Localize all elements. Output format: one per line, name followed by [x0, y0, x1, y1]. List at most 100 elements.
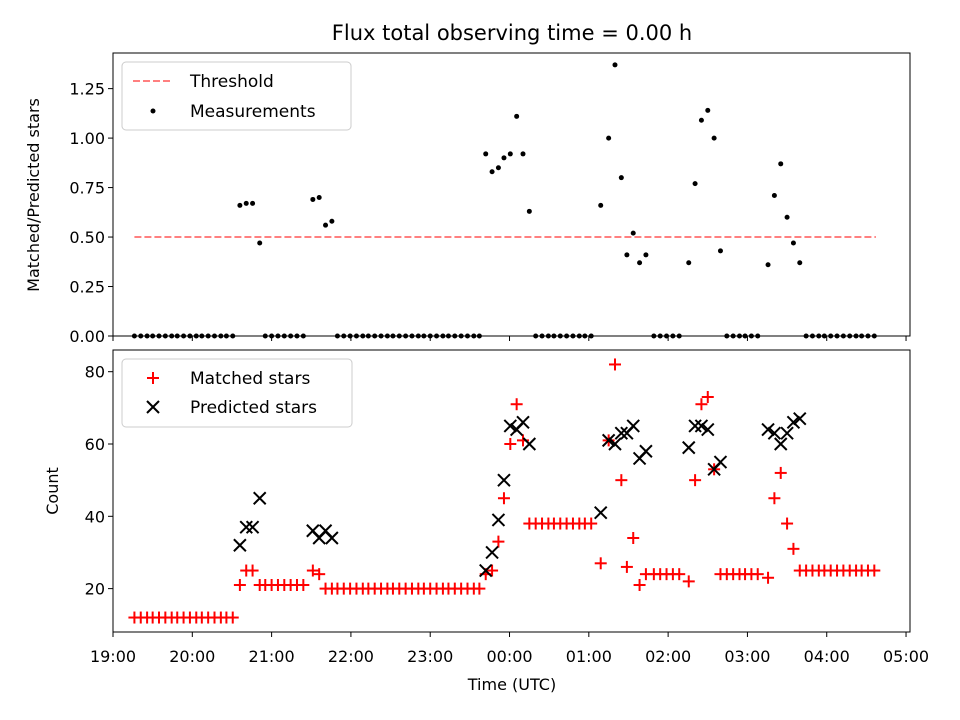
measurement-point — [489, 169, 495, 175]
matched-star-point — [510, 398, 523, 411]
predicted-star-point — [239, 520, 253, 534]
measurement-point — [243, 200, 249, 206]
predicted-star-point — [774, 437, 788, 451]
matched-star-point — [313, 568, 326, 581]
predicted-star-point — [793, 411, 807, 426]
matched-star-point — [751, 568, 764, 581]
measurement-point — [630, 230, 636, 236]
matched-star-point — [486, 564, 499, 577]
predicted-star-point — [491, 513, 506, 527]
measurement-point — [612, 62, 618, 68]
measurement-point — [778, 161, 784, 167]
count-plot-frame — [112, 349, 911, 633]
measurement-point — [526, 208, 532, 214]
count-y-tick-label: 20 — [85, 580, 105, 599]
ratio-panel: 0.00 0.25 0.50 0.75 1.00 1.25 Matched/Predict… — [24, 52, 911, 346]
matched-star-point — [787, 542, 800, 555]
measurement-point — [257, 240, 263, 246]
predicted-star-point — [639, 444, 653, 458]
predicted-star-point — [780, 426, 794, 440]
matched-star-point — [608, 358, 621, 371]
x-tick-label: 03:00 — [724, 647, 770, 666]
matched-star-point — [781, 517, 794, 530]
measurement-point — [598, 202, 604, 208]
measurement-point — [250, 200, 256, 206]
measurement-point — [797, 260, 803, 266]
measurement-point — [514, 113, 520, 119]
predicted-star-point — [522, 437, 537, 451]
x-tick-label: 02:00 — [645, 647, 691, 666]
matched-star-point — [306, 564, 319, 577]
count-y-tick-label: 80 — [85, 363, 105, 382]
predicted-star-point — [626, 419, 640, 433]
ratio-plot-frame — [112, 52, 911, 337]
measurement-point — [507, 151, 513, 157]
predicted-star-point — [497, 473, 511, 487]
measurement-point — [329, 218, 335, 224]
predicted-star-point — [786, 415, 801, 430]
count-legend-box — [121, 358, 353, 428]
matched-star-point — [492, 535, 505, 548]
count-axes: 20 40 60 80 19:00 20:00 21:00 22:00 23:00 00:00 01… — [85, 363, 929, 666]
predicted-star-point — [761, 422, 775, 437]
predicted-star-point — [325, 531, 339, 545]
predicted-star-point — [503, 419, 518, 433]
matched-star-point — [246, 564, 259, 577]
matched-star-point — [689, 474, 702, 487]
count-legend: Matched stars Predicted stars — [121, 358, 353, 428]
matched-star-point — [682, 575, 695, 588]
measurement-point — [501, 155, 507, 161]
measurement-point — [705, 107, 711, 113]
predicted-star-point — [767, 426, 782, 440]
matched-star-point — [615, 474, 628, 487]
ratio-legend-box — [121, 61, 352, 131]
x-tick-label: 05:00 — [883, 647, 929, 666]
measurement-point — [643, 252, 649, 258]
ratio-axes: 0.00 0.25 0.50 0.75 1.00 1.25 — [69, 80, 907, 346]
measurement-point — [765, 262, 771, 268]
predicted-star-point — [594, 505, 608, 520]
predicted-stars-legend-label: Predicted stars — [190, 398, 317, 418]
predicted-star-point — [688, 419, 702, 433]
x-tick-label: 19:00 — [90, 647, 136, 666]
measurements-legend-swatch — [150, 108, 156, 114]
matched-star-point — [868, 564, 881, 577]
x-axis-label: Time (UTC) — [467, 675, 556, 694]
measurement-point — [316, 194, 322, 200]
measurement-point — [771, 192, 777, 198]
measurements-legend-label: Measurements — [190, 102, 316, 122]
predicted-star-point — [614, 426, 629, 440]
predicted-star-point — [701, 422, 715, 437]
x-tick-label: 20:00 — [169, 647, 215, 666]
matched-star-point — [585, 517, 598, 530]
matched-star-point — [762, 571, 775, 584]
ratio-y-tick-label: 1.25 — [69, 80, 105, 99]
predicted-star-point — [608, 437, 622, 451]
matched-star-point — [774, 466, 787, 479]
matched-star-point — [695, 398, 708, 411]
measurement-point — [520, 151, 526, 157]
x-tick-label: 21:00 — [249, 647, 295, 666]
measurement-point — [618, 175, 624, 181]
count-panel: 20 40 60 80 19:00 20:00 21:00 22:00 23:00 00:00 01… — [43, 349, 929, 694]
matched-star-point — [233, 579, 246, 591]
measurement-point — [637, 260, 643, 266]
predicted-star-point — [601, 433, 616, 448]
measurement-point — [624, 252, 630, 258]
count-plot-area — [128, 358, 881, 624]
ratio-plot-area — [131, 62, 877, 339]
predicted-star-point — [694, 419, 709, 433]
x-tick-label: 23:00 — [407, 647, 453, 666]
predicted-star-point — [713, 455, 728, 469]
predicted-star-point — [233, 538, 247, 552]
matched-stars-legend-label: Matched stars — [190, 369, 310, 389]
matched-star-point — [701, 391, 714, 403]
matched-star-point — [504, 438, 517, 450]
x-tick-label: 01:00 — [566, 647, 612, 666]
x-tick-label: 22:00 — [328, 647, 374, 666]
matched-star-point — [297, 579, 310, 591]
x-tick-label: 04:00 — [804, 647, 850, 666]
measurement-point — [784, 214, 790, 220]
measurement-point — [692, 181, 698, 187]
predicted-star-point — [253, 491, 267, 505]
